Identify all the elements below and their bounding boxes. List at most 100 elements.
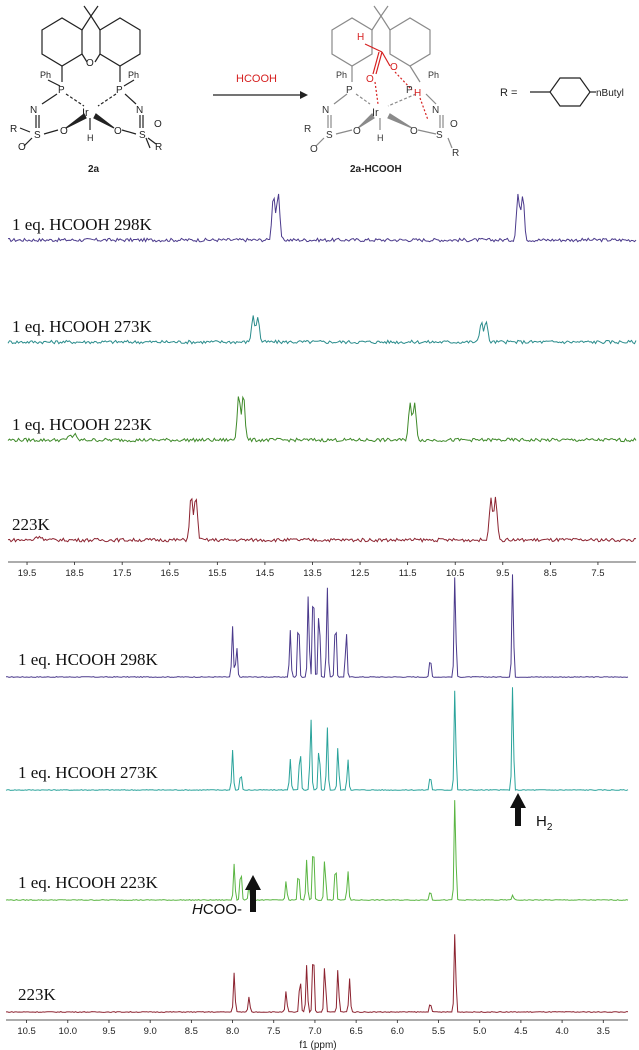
hcoo-annotation: HCOO-	[192, 901, 242, 918]
tick-label: 4.0	[555, 1026, 568, 1037]
spectrum-label: 1 eq. HCOOH 223K	[18, 873, 158, 892]
spectrum-label: 1 eq. HCOOH 273K	[18, 763, 158, 782]
tick-label: 10.5	[17, 1026, 36, 1037]
tick-label: 6.0	[391, 1026, 404, 1037]
spectrum-label: 1 eq. HCOOH 223K	[12, 415, 152, 434]
spectrum-trace	[7, 496, 637, 543]
spectrum-trace	[7, 193, 637, 243]
atom-s-right: S	[139, 130, 146, 141]
tick-label: 10.0	[59, 1026, 78, 1037]
hcoo-annotation-rest: COO-	[203, 901, 242, 918]
tick-label: 3.5	[597, 1026, 610, 1037]
reactant-2a-structure	[19, 5, 157, 149]
hydride-region-panel: 1 eq. HCOOH 298K 1 eq. HCOOH 273K 1 eq. HC…	[7, 193, 637, 543]
hcoo-arrow-icon	[245, 875, 261, 912]
atom-n-left: N	[30, 105, 37, 116]
spectrum-trace	[5, 687, 629, 791]
reactant-2a-atoms: O P P Ph Ph Ir N N S S O O H R R O O	[10, 58, 162, 153]
spectrum-trace	[7, 395, 637, 443]
atom-n-right: N	[136, 105, 143, 116]
hydride-region-axis: 19.5 18.5 17.5 16.5 15.5 14.5 13.5 12.5 11.5 10.5…	[8, 561, 636, 579]
tick-label: 10.5	[446, 568, 465, 579]
atom-o-sulfonyl-right-product: O	[450, 119, 458, 130]
product-label: 2a-HCOOH	[350, 164, 402, 175]
product-2a-hcooh-structure	[315, 5, 453, 149]
atom-o-sulfonyl-left: O	[18, 142, 26, 153]
atom-h-hydride-product: H	[377, 133, 384, 143]
h2-annotation: H2	[536, 813, 553, 833]
atom-s-left: S	[34, 130, 41, 141]
atom-r-right: R	[155, 142, 162, 153]
spectrum-label: 1 eq. HCOOH 298K	[12, 215, 152, 234]
tick-label: 9.5	[102, 1026, 115, 1037]
formic-acid-interaction	[364, 43, 429, 121]
atom-s-right-product: S	[436, 130, 443, 141]
atom-n-right-product: N	[432, 105, 439, 116]
tick-label: 9.0	[144, 1026, 157, 1037]
atom-ph-left: Ph	[40, 70, 51, 80]
tick-label: 17.5	[113, 568, 132, 579]
atom-o-sulfonyl-right: O	[154, 119, 162, 130]
tick-label: 5.5	[432, 1026, 445, 1037]
atom-p-left-product: P	[346, 85, 353, 96]
atom-o-bridge: O	[86, 58, 94, 69]
tick-label: 7.5	[591, 568, 604, 579]
tick-label: 13.5	[303, 568, 322, 579]
reaction-arrow	[213, 91, 308, 99]
aromatic-region-axis: 10.5 10.0 9.5 9.0 8.5 8.0 7.5 7.0 6.5 6.0 5.5 5.0 4.…	[6, 1019, 628, 1037]
spectrum-trace	[6, 934, 629, 1014]
atom-ir: Ir	[82, 107, 89, 119]
tick-label: 6.5	[350, 1026, 363, 1037]
tick-label: 8.5	[185, 1026, 198, 1037]
tick-label: 9.5	[496, 568, 509, 579]
spectrum-trace	[7, 315, 637, 345]
spectrum-label: 1 eq. HCOOH 298K	[18, 650, 158, 669]
atom-o-formate-2: O	[390, 62, 398, 73]
tick-label: 12.5	[351, 568, 370, 579]
atom-h-formyl: H	[357, 32, 364, 43]
atom-h-hydride: H	[87, 133, 94, 143]
atom-n-left-product: N	[322, 105, 329, 116]
atom-o-sulfonyl-left-product: O	[310, 144, 318, 155]
h2-arrow-icon	[510, 793, 526, 826]
reaction-scheme: O P P Ph Ph Ir N N S S O O H R R O O 2a …	[10, 5, 624, 175]
r-definition-prefix: R =	[500, 87, 517, 99]
tick-label: 8.5	[544, 568, 557, 579]
tick-label: 11.5	[399, 568, 417, 579]
tick-label: 5.0	[473, 1026, 486, 1037]
spectrum-label: 1 eq. HCOOH 273K	[12, 317, 152, 336]
h2-annotation-sub: 2	[547, 822, 553, 833]
atom-o-left: O	[60, 126, 68, 137]
atom-p-left: P	[58, 85, 65, 96]
atom-o-right: O	[114, 126, 122, 137]
atom-r-left: R	[10, 124, 17, 135]
r-aryl-group	[530, 77, 596, 107]
atom-r-right-product: R	[452, 148, 459, 159]
reagent-label: HCOOH	[236, 73, 277, 85]
reactant-label: 2a	[88, 164, 100, 175]
atom-h-acid: H	[414, 88, 421, 99]
spectrum-label: 223K	[12, 515, 51, 534]
atom-o-right-product: O	[410, 126, 418, 137]
hcoo-annotation-h: H	[192, 901, 203, 918]
spectrum-trace	[5, 800, 629, 902]
atom-o-formate: O	[366, 74, 374, 85]
tick-label: 7.5	[267, 1026, 280, 1037]
tick-label: 18.5	[65, 568, 84, 579]
x-axis-label: f1 (ppm)	[299, 1040, 336, 1050]
atom-r-left-product: R	[304, 124, 311, 135]
spectrum-trace	[6, 574, 629, 678]
atom-p-right-product: P	[406, 85, 413, 96]
tick-label: 4.5	[514, 1026, 527, 1037]
tick-label: 14.5	[256, 568, 275, 579]
tick-label: 16.5	[161, 568, 180, 579]
atom-p-right: P	[116, 85, 123, 96]
spectrum-label: 223K	[18, 985, 57, 1004]
r-substituent-label: nButyl	[596, 88, 624, 99]
atom-ph-right: Ph	[128, 70, 139, 80]
atom-s-left-product: S	[326, 130, 333, 141]
h2-annotation-main: H	[536, 813, 547, 830]
tick-label: 15.5	[208, 568, 227, 579]
aromatic-region-panel: 1 eq. HCOOH 298K 1 eq. HCOOH 273K 1 eq. HC…	[5, 574, 629, 1014]
